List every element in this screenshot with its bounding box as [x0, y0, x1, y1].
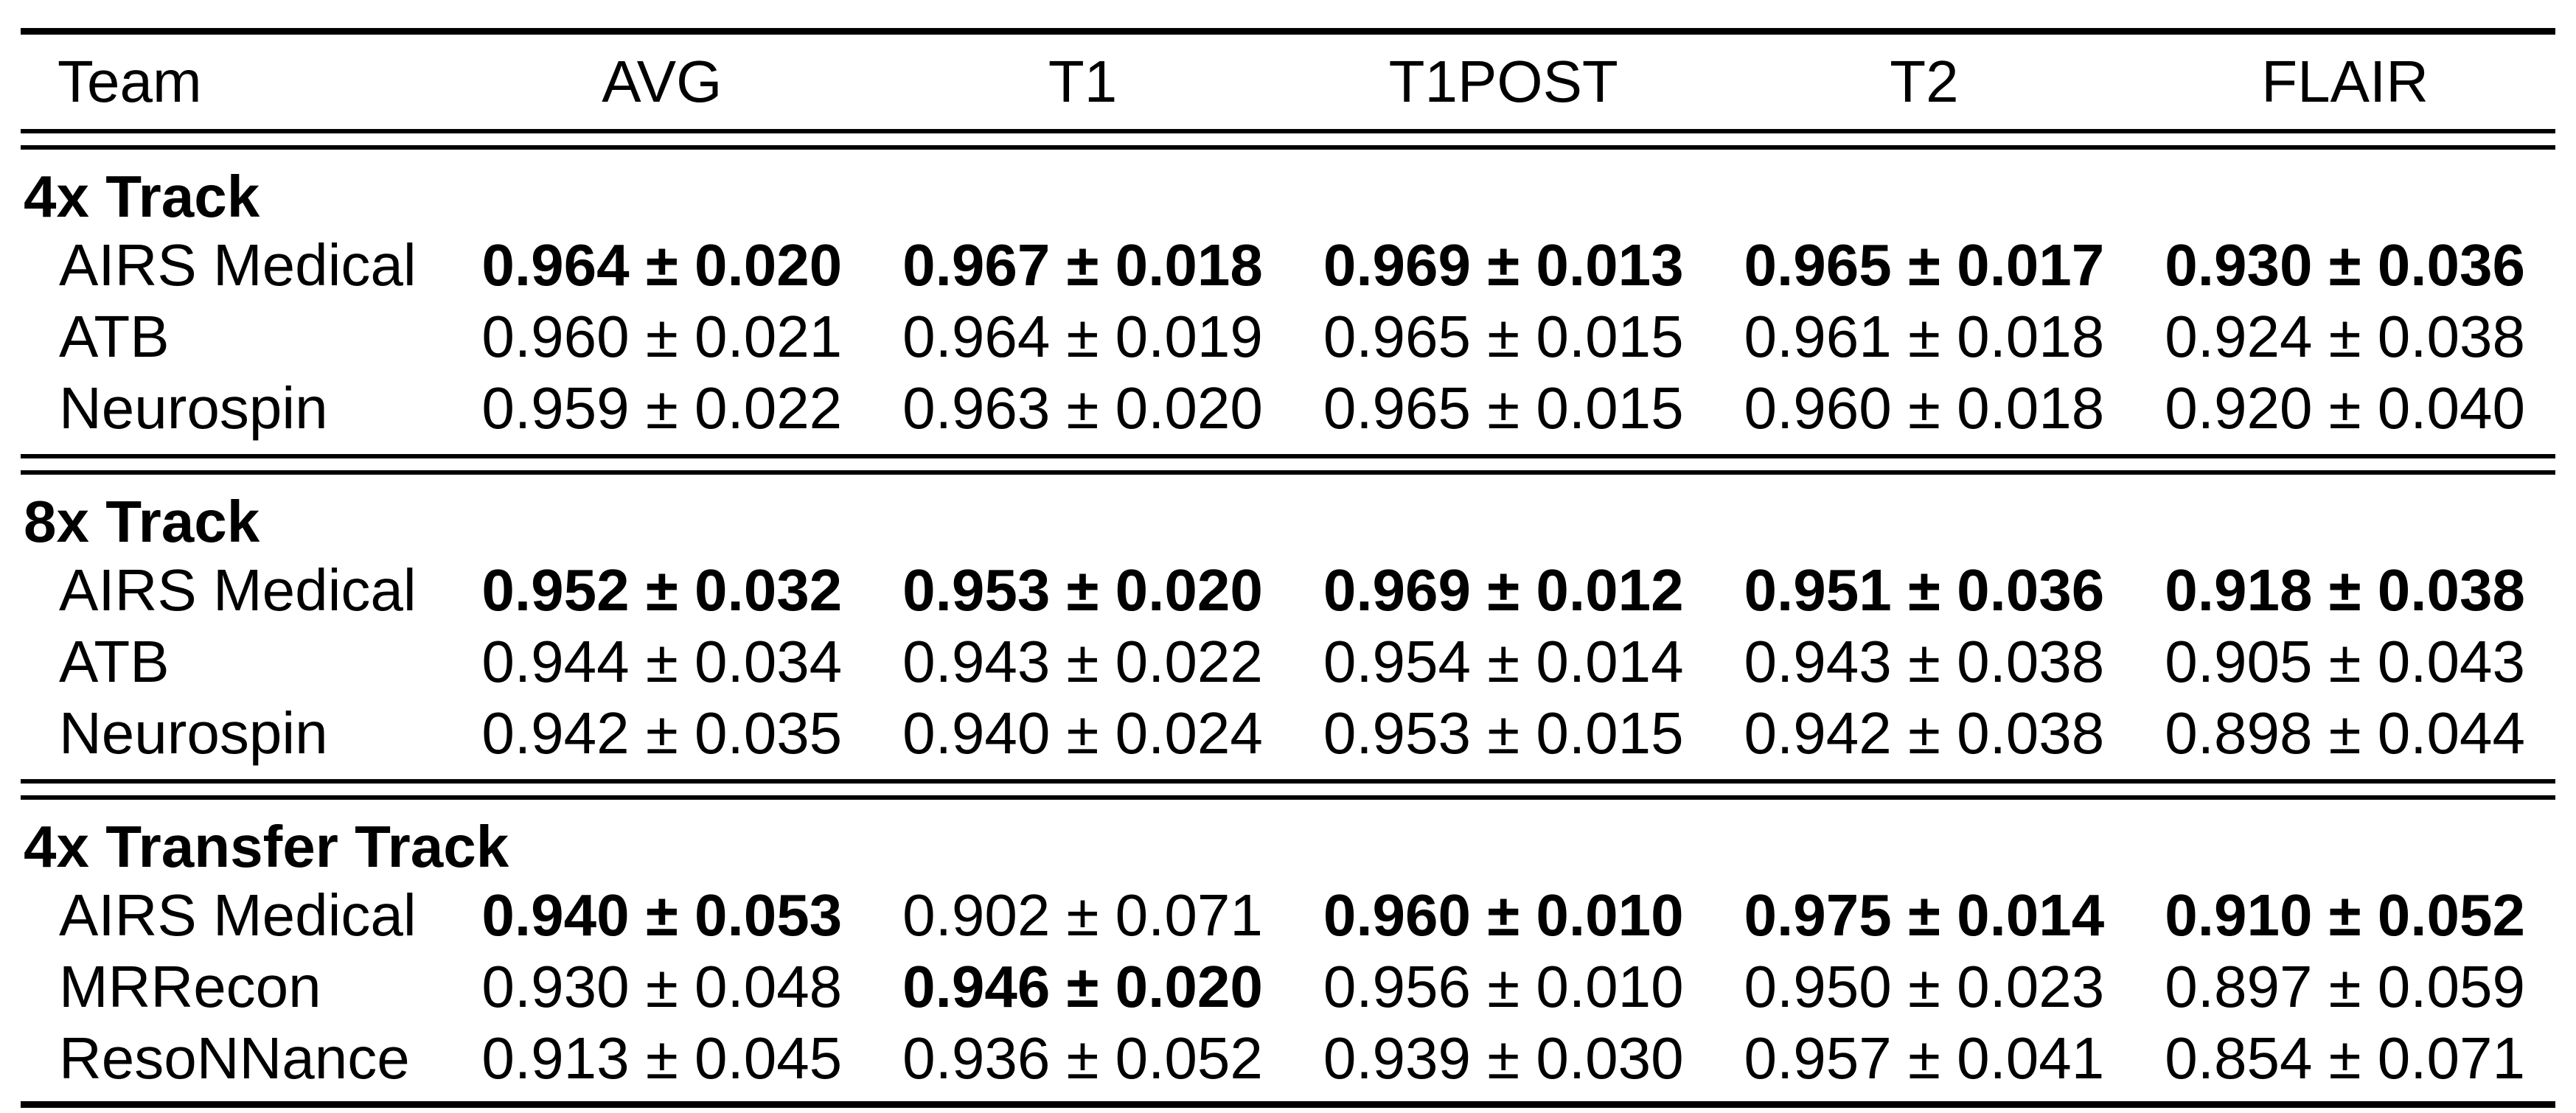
table-row: AIRS Medical 0.952 ± 0.032 0.953 ± 0.020…	[21, 554, 2555, 626]
double-rule-line	[21, 795, 2555, 800]
value-cell: 0.953 ± 0.015	[1323, 699, 1684, 766]
team-name: Neurospin	[59, 699, 328, 766]
value-cell: 0.963 ± 0.020	[902, 374, 1263, 441]
results-table: Team AVG T1 T1POST T2 FLAIR 4x Track AIR…	[21, 28, 2555, 1108]
team-name: AIRS Medical	[59, 556, 417, 623]
value-cell: 0.898 ± 0.044	[2165, 699, 2525, 766]
top-rule-row	[21, 28, 2555, 35]
value-cell: 0.897 ± 0.059	[2165, 953, 2525, 1019]
value-cell: 0.936 ± 0.052	[902, 1025, 1263, 1091]
value-cell: 0.959 ± 0.022	[481, 374, 843, 441]
value-cell: 0.913 ± 0.045	[481, 1025, 843, 1091]
double-rule-line	[21, 454, 2555, 458]
double-rule-line	[21, 129, 2555, 133]
section-row-4x-track: 4x Track	[21, 150, 2555, 229]
bottom-rule	[21, 1101, 2555, 1108]
value-cell: 0.854 ± 0.071	[2165, 1025, 2525, 1091]
value-cell: 0.930 ± 0.048	[481, 953, 843, 1019]
value-cell: 0.902 ± 0.071	[902, 882, 1263, 948]
value-cell: 0.969 ± 0.013	[1323, 231, 1684, 298]
value-cell: 0.939 ± 0.030	[1323, 1025, 1684, 1091]
value-cell: 0.961 ± 0.018	[1744, 303, 2105, 369]
team-name: AIRS Medical	[59, 231, 417, 298]
value-cell: 0.967 ± 0.018	[902, 231, 1263, 298]
team-name: AIRS Medical	[59, 882, 417, 948]
value-cell: 0.965 ± 0.015	[1323, 303, 1684, 369]
column-header-flair: FLAIR	[2261, 49, 2429, 114]
table-header-row: Team AVG T1 T1POST T2 FLAIR	[21, 35, 2555, 129]
value-cell: 0.960 ± 0.018	[1744, 374, 2105, 441]
value-cell: 0.960 ± 0.010	[1323, 882, 1684, 948]
section-double-rule-row	[21, 444, 2555, 475]
column-header-t2: T2	[1890, 49, 1959, 114]
value-cell: 0.952 ± 0.032	[481, 556, 843, 623]
double-rule-gap	[21, 133, 2555, 145]
section-title: 8x Track	[24, 489, 260, 554]
value-cell: 0.942 ± 0.035	[481, 699, 843, 766]
section-row-8x-track: 8x Track	[21, 475, 2555, 554]
section-title: 4x Transfer Track	[24, 814, 509, 879]
section-title: 4x Track	[24, 164, 260, 229]
table-row: ResoNNance 0.913 ± 0.045 0.936 ± 0.052 0…	[21, 1022, 2555, 1094]
value-cell: 0.905 ± 0.043	[2165, 628, 2525, 694]
value-cell: 0.942 ± 0.038	[1744, 699, 2105, 766]
value-cell: 0.940 ± 0.053	[481, 882, 843, 948]
value-cell: 0.950 ± 0.023	[1744, 953, 2105, 1019]
value-cell: 0.965 ± 0.017	[1744, 231, 2105, 298]
value-cell: 0.975 ± 0.014	[1744, 882, 2105, 948]
header-double-rule-row	[21, 129, 2555, 150]
value-cell: 0.946 ± 0.020	[902, 953, 1263, 1019]
section-double-rule-row	[21, 769, 2555, 800]
value-cell: 0.964 ± 0.019	[902, 303, 1263, 369]
value-cell: 0.964 ± 0.020	[481, 231, 843, 298]
table-row: MRRecon 0.930 ± 0.048 0.946 ± 0.020 0.95…	[21, 951, 2555, 1022]
double-rule-gap	[21, 458, 2555, 470]
team-name: ATB	[59, 303, 170, 369]
double-rule-gap	[21, 784, 2555, 795]
value-cell: 0.960 ± 0.021	[481, 303, 843, 369]
value-cell: 0.924 ± 0.038	[2165, 303, 2525, 369]
value-cell: 0.951 ± 0.036	[1744, 556, 2105, 623]
value-cell: 0.969 ± 0.012	[1323, 556, 1684, 623]
top-rule	[21, 28, 2555, 35]
column-header-avg: AVG	[602, 49, 723, 114]
team-name: ResoNNance	[59, 1025, 410, 1091]
double-rule-line	[21, 145, 2555, 150]
team-name: MRRecon	[59, 953, 321, 1019]
table-row: ATB 0.944 ± 0.034 0.943 ± 0.022 0.954 ± …	[21, 626, 2555, 697]
value-cell: 0.944 ± 0.034	[481, 628, 843, 694]
value-cell: 0.956 ± 0.010	[1323, 953, 1684, 1019]
value-cell: 0.953 ± 0.020	[902, 556, 1263, 623]
table-row: Neurospin 0.942 ± 0.035 0.940 ± 0.024 0.…	[21, 697, 2555, 769]
team-name: ATB	[59, 628, 170, 694]
section-row-4x-transfer-track: 4x Transfer Track	[21, 800, 2555, 879]
value-cell: 0.930 ± 0.036	[2165, 231, 2525, 298]
value-cell: 0.910 ± 0.052	[2165, 882, 2525, 948]
value-cell: 0.957 ± 0.041	[1744, 1025, 2105, 1091]
column-header-t1post: T1POST	[1388, 49, 1618, 114]
value-cell: 0.918 ± 0.038	[2165, 556, 2525, 623]
value-cell: 0.943 ± 0.022	[902, 628, 1263, 694]
value-cell: 0.943 ± 0.038	[1744, 628, 2105, 694]
table-row: ATB 0.960 ± 0.021 0.964 ± 0.019 0.965 ± …	[21, 301, 2555, 372]
team-name: Neurospin	[59, 374, 328, 441]
double-rule-line	[21, 779, 2555, 784]
table-row: Neurospin 0.959 ± 0.022 0.963 ± 0.020 0.…	[21, 372, 2555, 444]
value-cell: 0.965 ± 0.015	[1323, 374, 1684, 441]
double-rule-line	[21, 470, 2555, 475]
value-cell: 0.920 ± 0.040	[2165, 374, 2525, 441]
column-header-team: Team	[58, 49, 202, 114]
value-cell: 0.940 ± 0.024	[902, 699, 1263, 766]
table-row: AIRS Medical 0.940 ± 0.053 0.902 ± 0.071…	[21, 879, 2555, 951]
value-cell: 0.954 ± 0.014	[1323, 628, 1684, 694]
table-row: AIRS Medical 0.964 ± 0.020 0.967 ± 0.018…	[21, 229, 2555, 301]
column-header-t1: T1	[1048, 49, 1118, 114]
bottom-rule-row	[21, 1094, 2555, 1108]
